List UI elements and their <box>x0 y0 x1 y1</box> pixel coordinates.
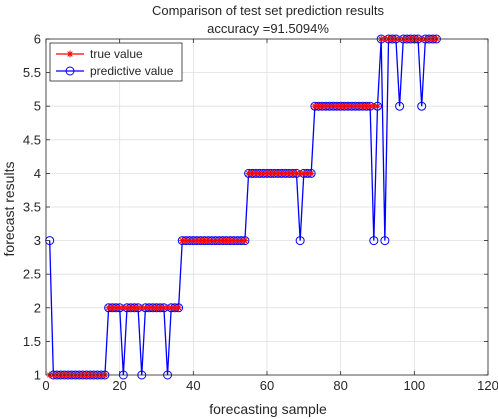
x-axis-label: forecasting sample <box>209 401 327 417</box>
predictive-value-point <box>380 236 390 246</box>
y-tick-label: 3.5 <box>23 200 41 215</box>
legend: true value predictive value <box>49 42 183 82</box>
x-tick-label: 100 <box>403 378 425 393</box>
y-tick-label: 5.5 <box>23 65 41 80</box>
y-tick-label: 1 <box>34 368 41 383</box>
legend-predictive-value-marker <box>65 66 75 76</box>
x-tick-label: 40 <box>186 378 200 393</box>
y-tick-label: 6 <box>34 32 41 47</box>
asterisk-stroke <box>308 170 314 176</box>
asterisk-stroke <box>374 103 381 109</box>
y-tick-label: 4 <box>34 166 41 181</box>
predictive-value-point <box>395 101 405 111</box>
true-value-point <box>175 304 182 311</box>
chart-title: Comparison of test set prediction result… <box>152 3 384 18</box>
y-tick-label: 5 <box>34 99 41 114</box>
y-tick-label: 2.5 <box>23 267 41 282</box>
chart-subtitle: accuracy =91.5094% <box>207 21 329 36</box>
true-value-point <box>308 170 315 177</box>
legend-predictive-value-label: predictive value <box>90 64 174 78</box>
y-tick-label: 2 <box>34 300 41 315</box>
x-tick-label: 80 <box>333 378 347 393</box>
y-tick-label: 1.5 <box>23 334 41 349</box>
predictive-value-point <box>417 101 427 111</box>
true-value-point <box>241 237 249 244</box>
x-tick-label: 120 <box>477 378 498 393</box>
y-axis-label: forecast results <box>1 162 17 257</box>
x-tick-label: 20 <box>112 378 126 393</box>
asterisk-stroke <box>242 238 248 244</box>
asterisk-stroke <box>67 51 73 57</box>
y-tick-label: 3 <box>34 233 41 248</box>
true-value-point <box>374 103 381 110</box>
legend-true-value-marker <box>66 50 74 58</box>
y-tick-label: 4.5 <box>23 132 41 147</box>
x-tick-label: 0 <box>42 378 49 393</box>
predictive-value-point <box>295 236 305 246</box>
legend-true-value-label: true value <box>90 47 143 61</box>
predictive-value-point <box>369 236 379 246</box>
x-axis-ticks: 0 20 40 60 80 100 120 <box>42 39 498 393</box>
x-tick-label: 60 <box>260 378 274 393</box>
y-axis-ticks: 1 1.5 2 2.5 3 3.5 4 4.5 5 5.5 6 <box>23 32 488 383</box>
asterisk-stroke <box>176 305 182 311</box>
